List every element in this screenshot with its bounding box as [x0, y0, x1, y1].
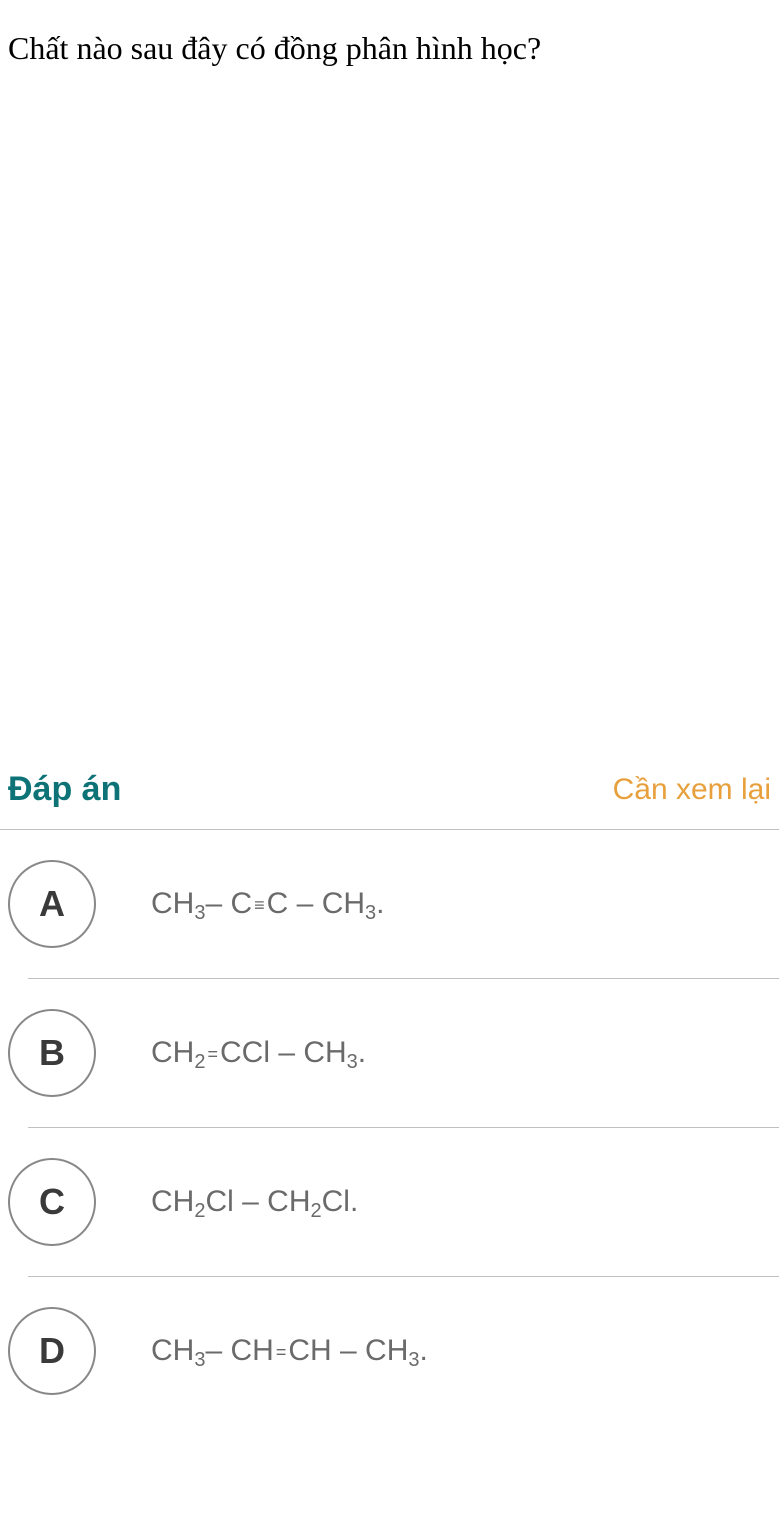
option-circle-d[interactable]: D [8, 1307, 96, 1395]
double-bond-icon: = [207, 1044, 218, 1065]
option-d[interactable]: D CH3 – CH = CH – CH3. [0, 1277, 779, 1425]
option-circle-a[interactable]: A [8, 860, 96, 948]
option-circle-b[interactable]: B [8, 1009, 96, 1097]
review-label[interactable]: Cần xem lại [613, 773, 771, 807]
double-bond-icon: = [276, 1342, 287, 1363]
option-formula-a: CH3 – C ≡ C – CH3. [151, 887, 385, 921]
answer-section: Đáp án Cần xem lại A CH3 – C ≡ C – CH3. … [0, 770, 779, 1425]
option-formula-b: CH2 = CCl – CH3. [151, 1036, 366, 1070]
question-text: Chất nào sau đây có đồng phân hình học? [0, 30, 779, 67]
answer-label: Đáp án [8, 770, 121, 809]
option-circle-c[interactable]: C [8, 1158, 96, 1246]
option-b[interactable]: B CH2 = CCl – CH3. [0, 979, 779, 1127]
option-formula-c: CH2Cl – CH2Cl. [151, 1185, 358, 1219]
answer-header: Đáp án Cần xem lại [0, 770, 779, 829]
option-c[interactable]: C CH2Cl – CH2Cl. [0, 1128, 779, 1276]
option-formula-d: CH3 – CH = CH – CH3. [151, 1334, 428, 1368]
triple-bond-icon: ≡ [254, 895, 265, 916]
option-a[interactable]: A CH3 – C ≡ C – CH3. [0, 830, 779, 978]
